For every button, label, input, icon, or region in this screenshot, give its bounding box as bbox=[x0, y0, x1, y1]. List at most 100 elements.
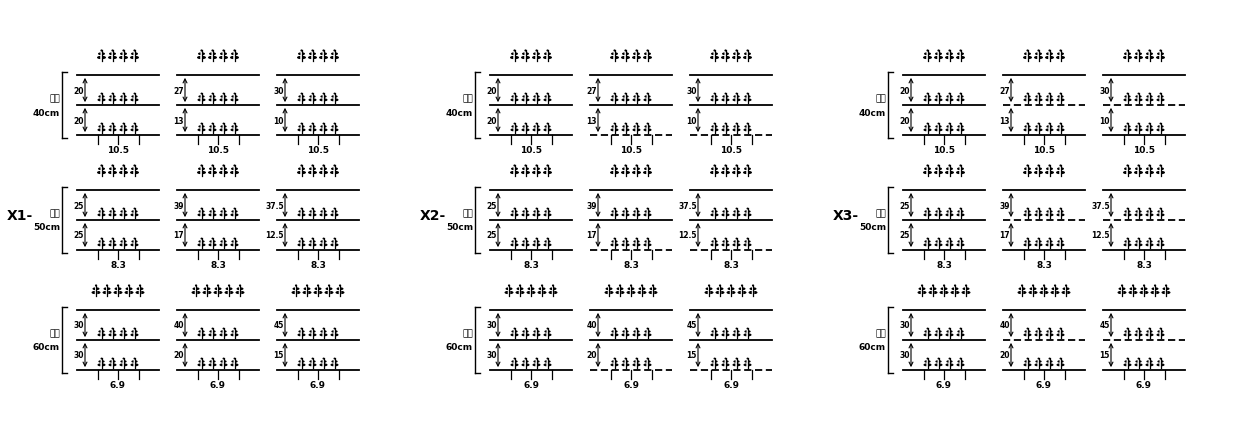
Polygon shape bbox=[521, 288, 523, 290]
Polygon shape bbox=[513, 123, 516, 125]
Polygon shape bbox=[299, 126, 300, 129]
Polygon shape bbox=[202, 99, 206, 102]
Polygon shape bbox=[549, 172, 552, 175]
Polygon shape bbox=[711, 214, 713, 217]
Polygon shape bbox=[103, 360, 104, 363]
Polygon shape bbox=[516, 363, 518, 366]
Polygon shape bbox=[610, 288, 613, 290]
Polygon shape bbox=[298, 168, 300, 171]
Polygon shape bbox=[222, 358, 224, 359]
Polygon shape bbox=[924, 96, 926, 98]
Polygon shape bbox=[325, 214, 327, 217]
Polygon shape bbox=[744, 334, 746, 337]
Polygon shape bbox=[1045, 99, 1048, 102]
Polygon shape bbox=[615, 96, 618, 98]
Polygon shape bbox=[298, 57, 300, 60]
Polygon shape bbox=[201, 328, 202, 330]
Polygon shape bbox=[1151, 168, 1153, 171]
Polygon shape bbox=[715, 57, 719, 60]
Polygon shape bbox=[749, 331, 750, 333]
Polygon shape bbox=[621, 99, 625, 102]
Polygon shape bbox=[1132, 285, 1135, 287]
Polygon shape bbox=[98, 211, 100, 213]
Polygon shape bbox=[548, 291, 552, 295]
Polygon shape bbox=[727, 168, 729, 171]
Polygon shape bbox=[715, 129, 718, 132]
Polygon shape bbox=[521, 291, 525, 295]
Polygon shape bbox=[327, 285, 330, 287]
Polygon shape bbox=[951, 334, 954, 337]
Polygon shape bbox=[646, 208, 649, 210]
Polygon shape bbox=[727, 129, 729, 132]
Polygon shape bbox=[331, 99, 334, 102]
Polygon shape bbox=[1162, 334, 1164, 337]
Polygon shape bbox=[1126, 50, 1128, 52]
Polygon shape bbox=[208, 57, 211, 60]
Polygon shape bbox=[547, 358, 548, 359]
Polygon shape bbox=[215, 288, 217, 290]
Polygon shape bbox=[135, 96, 138, 98]
Polygon shape bbox=[1162, 172, 1164, 175]
Polygon shape bbox=[130, 291, 134, 295]
Polygon shape bbox=[1125, 241, 1127, 243]
Polygon shape bbox=[1151, 360, 1153, 363]
Polygon shape bbox=[713, 165, 715, 167]
Polygon shape bbox=[543, 291, 547, 295]
Text: 6.9: 6.9 bbox=[936, 380, 952, 389]
Polygon shape bbox=[615, 244, 619, 247]
Polygon shape bbox=[1029, 363, 1032, 366]
Polygon shape bbox=[197, 57, 200, 60]
Polygon shape bbox=[544, 126, 547, 129]
Polygon shape bbox=[634, 126, 636, 129]
Polygon shape bbox=[1157, 241, 1159, 243]
Polygon shape bbox=[1056, 244, 1059, 247]
Polygon shape bbox=[1148, 328, 1151, 330]
Polygon shape bbox=[962, 99, 965, 102]
Polygon shape bbox=[233, 165, 236, 167]
Polygon shape bbox=[960, 238, 961, 240]
Polygon shape bbox=[1146, 363, 1148, 366]
Polygon shape bbox=[956, 291, 960, 295]
Polygon shape bbox=[130, 129, 134, 132]
Polygon shape bbox=[108, 363, 112, 366]
Polygon shape bbox=[610, 334, 614, 337]
Polygon shape bbox=[744, 126, 746, 129]
Polygon shape bbox=[331, 331, 334, 333]
Polygon shape bbox=[1143, 285, 1145, 287]
Polygon shape bbox=[224, 331, 227, 333]
Polygon shape bbox=[232, 360, 233, 363]
Text: 10: 10 bbox=[274, 116, 284, 125]
Polygon shape bbox=[1148, 50, 1151, 52]
Polygon shape bbox=[967, 291, 971, 295]
Polygon shape bbox=[1156, 172, 1159, 175]
Polygon shape bbox=[135, 129, 139, 132]
Polygon shape bbox=[213, 99, 217, 102]
Text: 6.9: 6.9 bbox=[110, 380, 126, 389]
Text: 30: 30 bbox=[687, 86, 697, 95]
Polygon shape bbox=[1045, 214, 1048, 217]
Polygon shape bbox=[711, 129, 713, 132]
Polygon shape bbox=[1126, 165, 1128, 167]
Polygon shape bbox=[951, 244, 954, 247]
Polygon shape bbox=[946, 53, 949, 56]
Polygon shape bbox=[1050, 57, 1054, 60]
Polygon shape bbox=[1146, 360, 1148, 363]
Polygon shape bbox=[605, 291, 608, 295]
Polygon shape bbox=[706, 288, 708, 290]
Polygon shape bbox=[961, 241, 963, 243]
Polygon shape bbox=[548, 360, 551, 363]
Polygon shape bbox=[334, 165, 336, 167]
Polygon shape bbox=[1045, 288, 1048, 290]
Polygon shape bbox=[951, 363, 954, 366]
Polygon shape bbox=[715, 168, 718, 171]
Polygon shape bbox=[1045, 57, 1048, 60]
Polygon shape bbox=[1027, 123, 1028, 125]
Polygon shape bbox=[303, 126, 305, 129]
Polygon shape bbox=[533, 126, 536, 129]
Polygon shape bbox=[730, 285, 732, 287]
Polygon shape bbox=[1146, 99, 1148, 102]
Polygon shape bbox=[929, 331, 931, 333]
Polygon shape bbox=[935, 96, 937, 98]
Polygon shape bbox=[536, 93, 537, 95]
Polygon shape bbox=[727, 57, 730, 60]
